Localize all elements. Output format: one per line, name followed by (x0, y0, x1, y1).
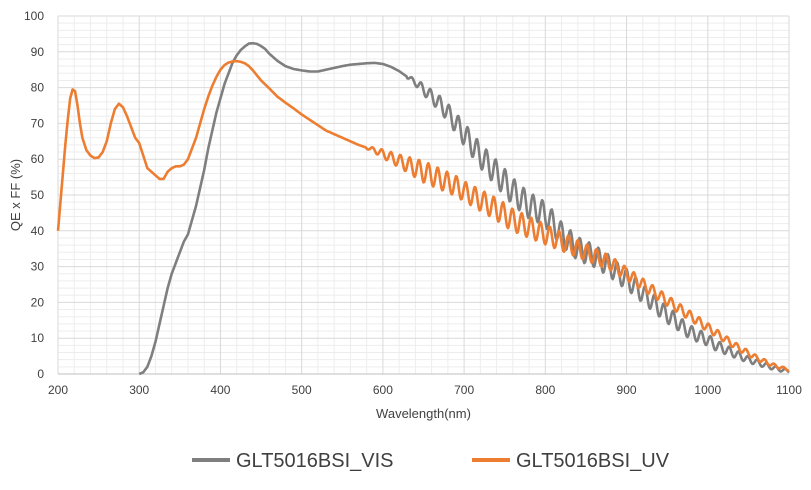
y-tick-label: 50 (31, 188, 45, 202)
y-tick-label: 60 (31, 152, 45, 166)
y-tick-label: 80 (31, 81, 45, 95)
legend-entry: GLT5016BSI_VIS (236, 450, 394, 472)
major-grid (57, 15, 790, 375)
x-tick-label: 900 (617, 383, 637, 397)
x-tick-label: 1100 (776, 383, 802, 397)
tick-labels: 200 300 400 500 600 700 800 900 1000 1100 0 10 20 30 4… (24, 9, 802, 397)
x-tick-label: 200 (48, 383, 68, 397)
series-line-GLT5016BSI_UV (56, 59, 790, 372)
series-line-GLT5016BSI_VIS (138, 41, 790, 376)
y-tick-label: 40 (31, 224, 45, 238)
x-tick-label: 500 (292, 383, 312, 397)
y-axis-title: QE x FF (%) (8, 159, 23, 231)
x-tick-label: 300 (129, 383, 149, 397)
y-tick-label: 30 (31, 260, 45, 274)
x-tick-label: 1000 (694, 383, 721, 397)
x-tick-label: 400 (210, 383, 230, 397)
x-tick-label: 600 (373, 383, 393, 397)
y-tick-label: 100 (24, 9, 44, 23)
y-tick-label: 20 (31, 295, 45, 309)
y-tick-label: 90 (31, 45, 45, 59)
series-layer (56, 41, 790, 376)
legend: GLT5016BSI_VIS GLT5016BSI_UV (192, 450, 670, 472)
y-tick-label: 10 (31, 331, 45, 345)
y-tick-label: 0 (37, 367, 44, 381)
x-tick-label: 700 (454, 383, 474, 397)
legend-entry: GLT5016BSI_UV (516, 450, 670, 472)
x-tick-label: 800 (535, 383, 555, 397)
x-axis-title: Wavelength(nm) (376, 406, 471, 421)
y-tick-label: 70 (31, 116, 45, 130)
